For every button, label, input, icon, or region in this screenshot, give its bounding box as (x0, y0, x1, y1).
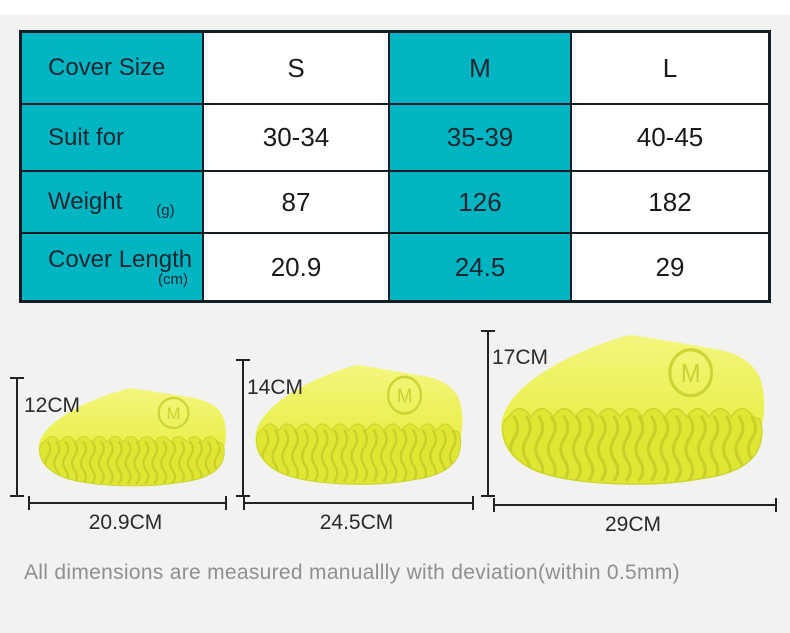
height-dimension-line-large (481, 330, 495, 497)
cell-cover-size-label: Cover Size (22, 33, 202, 103)
height-label-small: 12CM (24, 394, 81, 417)
measurement-deviation-note: All dimensions are measured manuallly wi… (24, 561, 680, 584)
cell-suit-for-label: Suit for (22, 105, 202, 170)
cell-size-l: L (572, 33, 768, 103)
length-dimension-line-small (28, 496, 227, 510)
height-label-large: 17CM (492, 346, 549, 369)
cell-suit-m: 35-39 (390, 105, 570, 170)
cell-length-l: 29 (572, 234, 768, 300)
cell-suit-l: 40-45 (572, 105, 768, 170)
length-label-medium: 24.5CM (319, 511, 394, 534)
cover-length-unit: (cm) (158, 271, 188, 288)
cell-weight-l: 182 (572, 172, 768, 232)
top-white-strip (0, 0, 790, 15)
cell-length-m: 24.5 (390, 234, 570, 300)
cell-size-m: M (390, 33, 570, 103)
length-label-small: 20.9CM (88, 511, 163, 534)
cell-weight-s: 87 (204, 172, 388, 232)
cell-weight-m: 126 (390, 172, 570, 232)
weight-unit: (g) (156, 201, 175, 219)
cell-length-s: 20.9 (204, 234, 388, 300)
length-dimension-line-medium (243, 496, 474, 510)
cell-cover-length-label: Cover Length (cm) (22, 234, 202, 300)
length-dimension-line-large (493, 498, 777, 512)
cell-size-s: S (204, 33, 388, 103)
height-dimension-line-small (10, 377, 24, 497)
cell-weight-label: Weight (g) (22, 172, 202, 232)
cell-suit-s: 30-34 (204, 105, 388, 170)
length-label-large: 29CM (604, 513, 662, 536)
cover-length-label-text: Cover Length (48, 246, 193, 273)
size-table: Cover Size S M L Suit for 30-34 35-39 40… (19, 30, 771, 303)
height-label-medium: 14CM (247, 376, 304, 399)
weight-label-text: Weight (48, 188, 123, 215)
